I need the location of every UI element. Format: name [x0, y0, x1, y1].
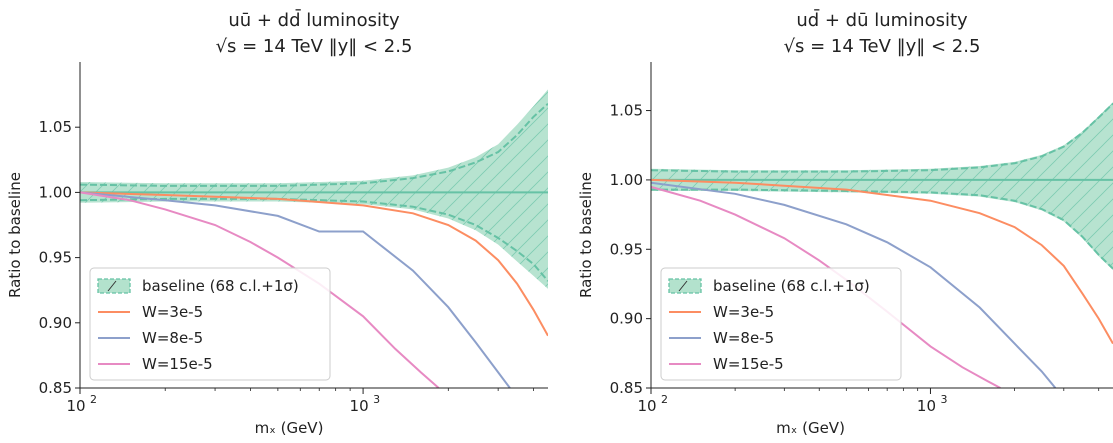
- legend-swatch-hatch: [678, 280, 688, 292]
- y-axis-label: Ratio to baseline: [6, 172, 24, 298]
- baseline-dashed-lower: [651, 188, 1113, 270]
- chart-title: ud̄ + dū luminosity: [796, 9, 968, 31]
- x-tick-exponent: 3: [940, 393, 947, 406]
- x-axis-label: mₓ (GeV): [776, 419, 845, 437]
- chart-subtitle: √s = 14 TeV ‖y‖ < 2.5: [784, 36, 981, 57]
- legend-label: W=15e-5: [713, 355, 784, 373]
- y-tick-label: 1.00: [39, 183, 72, 201]
- legend: baseline (68 c.l.+1σ) W=3e-5 W=8e-5 W=15e-5: [660, 267, 902, 381]
- x-tick-label: 10: [637, 397, 656, 415]
- series-line-W=15e-5: [80, 191, 440, 388]
- legend-label: W=8e-5: [142, 329, 203, 347]
- legend-box: [660, 267, 902, 381]
- x-axis-label: mₓ (GeV): [255, 419, 324, 437]
- x-tick-exponent: 2: [90, 393, 97, 406]
- x-tick-label: 10: [917, 397, 936, 415]
- y-tick-label: 0.90: [610, 310, 643, 328]
- legend-label: baseline (68 c.l.+1σ): [713, 277, 870, 295]
- y-tick-label: 0.90: [39, 314, 72, 332]
- baseline-dashed-upper: [651, 102, 1113, 173]
- y-tick-label: 0.95: [610, 240, 643, 258]
- plot-area: [80, 89, 548, 388]
- legend-box: [89, 267, 331, 381]
- legend-label: W=3e-5: [713, 303, 774, 321]
- x-tick-exponent: 2: [661, 393, 668, 406]
- y-tick-label: 0.85: [39, 379, 72, 397]
- x-tick-label: 10: [350, 397, 369, 415]
- y-tick-label: 1.00: [610, 171, 643, 189]
- legend-label: W=15e-5: [142, 355, 213, 373]
- plot-area: [651, 102, 1113, 388]
- baseline-band-hatch: [80, 89, 548, 289]
- y-axis-label: Ratio to baseline: [577, 172, 595, 298]
- legend-label: W=3e-5: [142, 303, 203, 321]
- x-tick-exponent: 3: [373, 393, 380, 406]
- y-tick-label: 1.05: [39, 118, 72, 136]
- legend-label: baseline (68 c.l.+1σ): [142, 277, 299, 295]
- series-line-W=3e-5: [80, 191, 548, 337]
- baseline-dashed-upper: [80, 102, 548, 187]
- y-tick-label: 0.95: [39, 249, 72, 267]
- legend-swatch-baseline: [668, 278, 702, 294]
- baseline-band-hatch: [651, 102, 1113, 271]
- series-line-W=3e-5: [651, 178, 1113, 345]
- legend: baseline (68 c.l.+1σ) W=3e-5 W=8e-5 W=15e-5: [89, 267, 331, 381]
- x-tick-label: 10: [66, 397, 85, 415]
- chart-panel-1: 0.85 0.90 0.95 1.00 1.05 10 2 10 3 uū + dd̄ lumin…: [6, 9, 548, 437]
- series-line-W=8e-5: [80, 191, 511, 388]
- chart-subtitle: √s = 14 TeV ‖y‖ < 2.5: [216, 36, 413, 57]
- legend-label: W=8e-5: [713, 329, 774, 347]
- baseline-dashed-lower: [80, 197, 548, 282]
- series-line-W=8e-5: [651, 181, 1057, 388]
- chart-title: uū + dd̄ luminosity: [228, 9, 400, 31]
- y-tick-label: 0.85: [610, 379, 643, 397]
- legend-swatch-hatch: [107, 280, 117, 292]
- chart-panel-2: 0.85 0.90 0.95 1.00 1.05 10 2 10 3 ud̄ + dū lumin…: [577, 9, 1113, 437]
- y-tick-label: 1.05: [610, 102, 643, 120]
- legend-swatch-baseline: [97, 278, 131, 294]
